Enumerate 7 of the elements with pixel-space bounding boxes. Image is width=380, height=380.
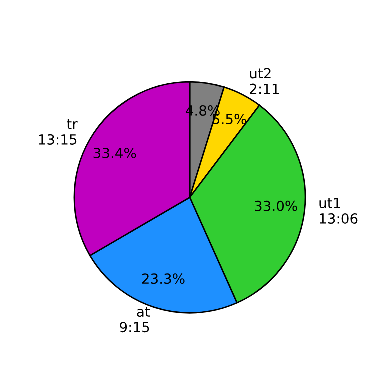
data-label: 33.4%: [94, 148, 136, 158]
slice-label: tr 13:15: [39, 119, 78, 145]
slice-label: ut1 13:06: [320, 198, 358, 224]
data-label: 23.3%: [142, 274, 185, 284]
slice-label: ut2 2:11: [250, 68, 280, 94]
slice-label: at 9:15: [120, 307, 150, 333]
data-label: 33.0%: [255, 200, 298, 212]
